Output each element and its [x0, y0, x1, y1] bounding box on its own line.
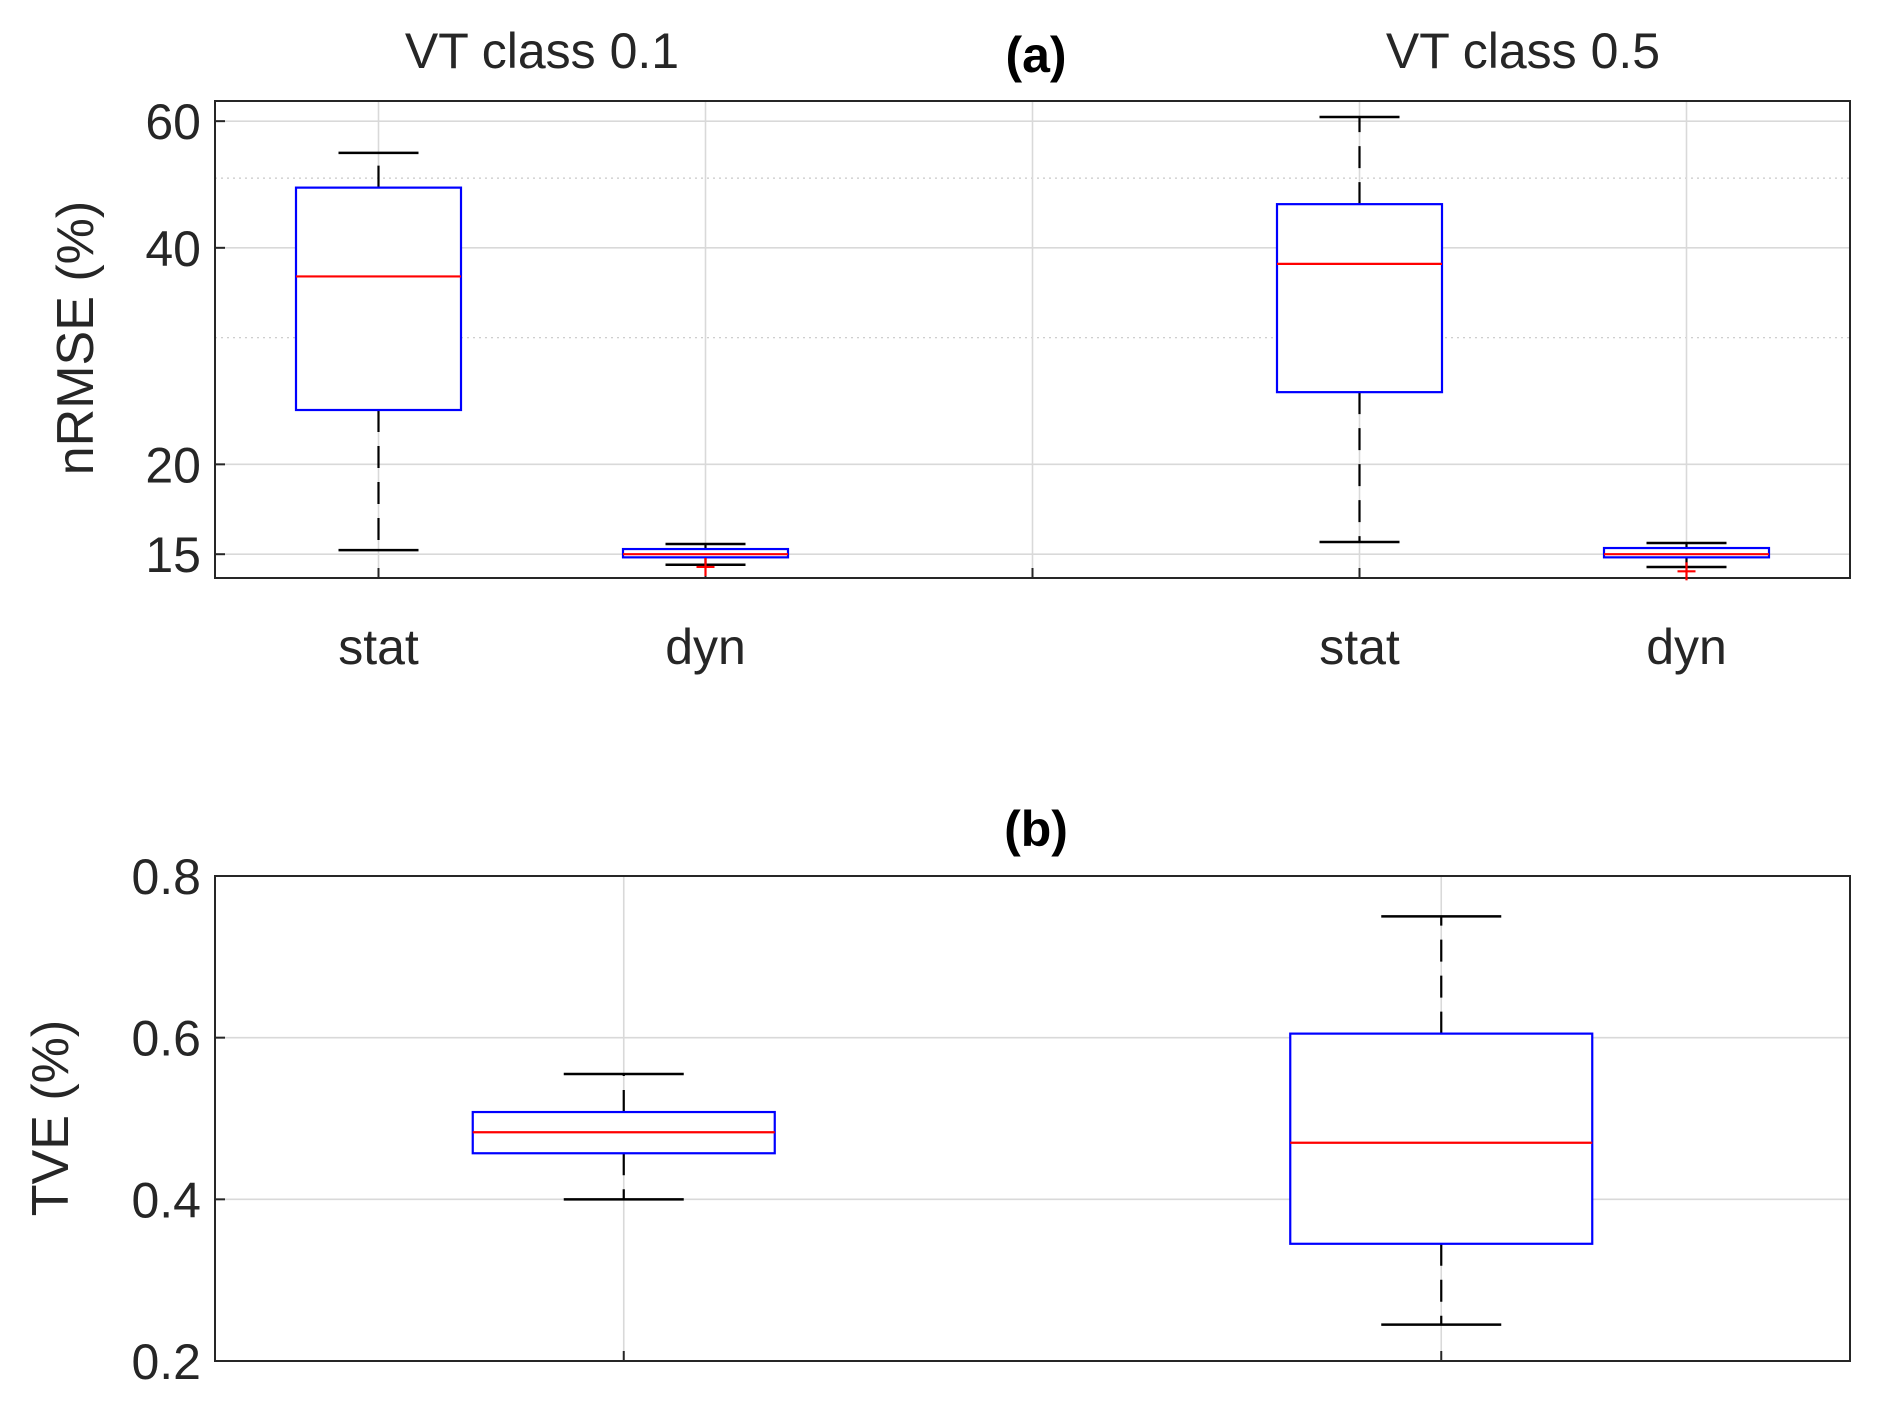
box-iqr: [1275, 203, 1444, 394]
y-tick-label: 0.8: [131, 849, 201, 905]
panel-a-group-title-vt01: VT class 0.1: [405, 23, 679, 79]
panel-a-x-ticks: stat dyn stat dyn: [338, 619, 1727, 675]
panel-a-y-ticks: 15 20 40 60: [145, 94, 225, 583]
box-iqr: [1602, 546, 1771, 559]
panel-b-axes: [214, 875, 1851, 1362]
box-plot-group: [471, 1072, 776, 1201]
y-tick-label: 20: [145, 437, 201, 493]
box-plot-group: [1289, 915, 1594, 1326]
panel-a-axes: [214, 100, 1851, 579]
panel-a-boxes: [294, 115, 1771, 581]
panel-a-title: (a): [1005, 27, 1066, 83]
box-plot-stat: [294, 151, 463, 552]
y-tick-label: 40: [145, 221, 201, 277]
box-plot-dyn: [621, 542, 790, 576]
panel-a-group-title-vt05: VT class 0.5: [1386, 23, 1660, 79]
panel-b-title: (b): [1004, 801, 1068, 857]
y-tick-label: 15: [145, 527, 201, 583]
y-tick-label: 0.4: [131, 1172, 201, 1228]
y-tick-label: 0.6: [131, 1011, 201, 1067]
box-plot-dyn: [1602, 541, 1771, 581]
box-plot-stat: [1275, 115, 1444, 544]
x-tick-label: stat: [338, 619, 419, 675]
panel-a: 15 20 40 60 stat dyn stat dyn nRMSE (%) (a) VT…: [47, 23, 1851, 675]
panel-b-y-axis-label: TVE (%): [22, 1020, 80, 1216]
panel-b: 0.2 0.4 0.6 0.8 TVE (%) (b): [22, 801, 1851, 1390]
x-tick-label: stat: [1319, 619, 1400, 675]
x-tick-label: dyn: [665, 619, 746, 675]
panel-b-y-ticks: 0.2 0.4 0.6 0.8: [131, 849, 225, 1390]
panel-a-y-axis-label: nRMSE (%): [47, 201, 105, 475]
x-tick-label: dyn: [1646, 619, 1727, 675]
y-tick-label: 0.2: [131, 1334, 201, 1390]
panel-b-boxes: [471, 915, 1594, 1326]
box-iqr: [1289, 1032, 1594, 1245]
y-tick-label: 60: [145, 94, 201, 150]
box-iqr: [294, 186, 463, 412]
